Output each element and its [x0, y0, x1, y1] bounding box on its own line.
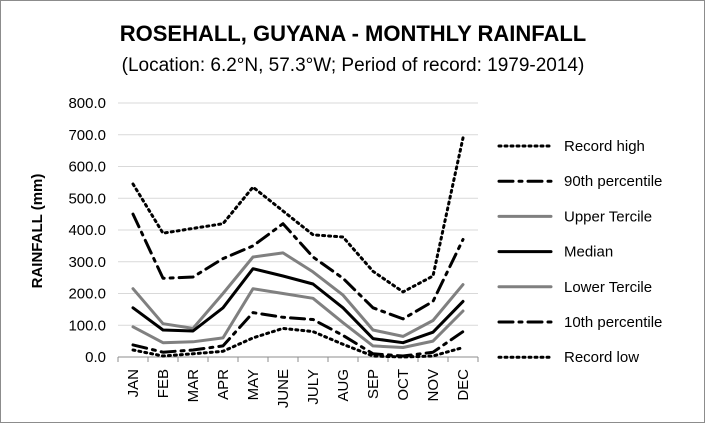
series-line-90th-percentile — [131, 212, 465, 321]
legend-label-upper-tercile: Upper Tercile — [564, 208, 652, 225]
legend-label-90th-percentile: 90th percentile — [564, 173, 662, 190]
x-tick-label: JULY — [305, 369, 322, 405]
x-tick-label: JUNE — [275, 369, 292, 408]
legend-label-record-low: Record low — [564, 349, 639, 366]
x-tick-label: MAY — [245, 369, 262, 400]
y-axis-label: RAINFALL (mm) — [29, 174, 46, 289]
y-tick-label: 300.0 — [68, 254, 106, 271]
x-tick-label: SEP — [365, 369, 382, 399]
y-tick-label: 600.0 — [68, 159, 106, 176]
y-tick-label: 800.0 — [68, 95, 106, 112]
legend-label-lower-tercile: Lower Tercile — [564, 279, 652, 296]
legend-label-record-high: Record high — [564, 138, 645, 155]
x-tick-label: DEC — [455, 369, 472, 401]
x-tick-label: APR — [215, 369, 232, 400]
x-tick-label: OCT — [395, 369, 412, 401]
legend-label-10th-percentile: 10th percentile — [564, 314, 662, 331]
x-tick-label: JAN — [125, 369, 142, 397]
x-tick-label: AUG — [335, 369, 352, 402]
x-tick-label: NOV — [425, 369, 442, 402]
series-lines — [131, 136, 465, 359]
series-line-record-high — [131, 136, 465, 294]
legend: Record high 90th percentile Upper Tercile M… — [497, 138, 662, 366]
x-tick-label: MAR — [185, 369, 202, 403]
series-line-upper-tercile — [131, 251, 465, 338]
chart-title: ROSEHALL, GUYANA - MONTHLY RAINFALL — [120, 21, 587, 46]
chart-subtitle: (Location: 6.2°N, 57.3°W; Period of reco… — [122, 55, 585, 76]
y-tick-label: 0.0 — [85, 349, 106, 366]
y-tick-label: 700.0 — [68, 127, 106, 144]
y-tick-label: 100.0 — [68, 317, 106, 334]
y-tick-label: 500.0 — [68, 190, 106, 207]
legend-label-median: Median — [564, 244, 613, 261]
series-line-lower-tercile — [131, 287, 465, 349]
x-tick-label: FEB — [155, 369, 172, 398]
y-tick-labels: 0.0 100.0 200.0 300.0 400.0 500.0 600.0 700.0 80… — [68, 95, 106, 366]
series-line-record-low — [131, 326, 465, 359]
y-tick-label: 400.0 — [68, 222, 106, 239]
x-tick-labels: JAN FEB MAR APR MAY JUNE JULY AUG SEP OCT NOV DEC — [125, 369, 472, 408]
series-line-median — [131, 267, 465, 345]
y-tick-label: 200.0 — [68, 286, 106, 303]
series-line-10th-percentile — [131, 311, 465, 358]
